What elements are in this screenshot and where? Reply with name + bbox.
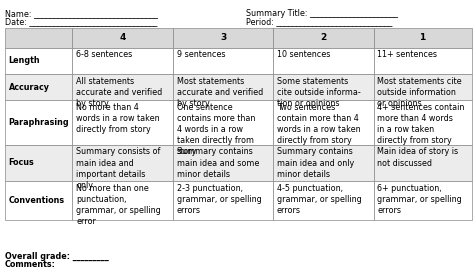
Text: 2-3 punctuation,
grammar, or spelling
errors: 2-3 punctuation, grammar, or spelling er… [177,184,261,215]
Bar [374,48,472,74]
Text: 11+ sentences: 11+ sentences [377,50,438,59]
Bar [374,74,472,100]
Text: Some statements
cite outside informa-
tion or opinions: Some statements cite outside informa- ti… [277,77,361,108]
Bar [374,100,472,145]
Bar [173,48,273,74]
Text: 10 sentences: 10 sentences [277,50,330,59]
Text: Paraphrasing: Paraphrasing [9,118,69,127]
Bar [173,74,273,100]
Text: No more than one
punctuation,
grammar, or spelling
error: No more than one punctuation, grammar, o… [76,184,161,226]
Text: Date: ________________________________: Date: ________________________________ [5,17,157,26]
Text: Most statements
accurate and verified
by story: Most statements accurate and verified by… [177,77,263,108]
Text: 4: 4 [119,33,126,43]
Text: No more than 4
words in a row taken
directly from story: No more than 4 words in a row taken dire… [76,103,160,134]
Bar [273,145,374,181]
Text: Summary Title: ______________________: Summary Title: ______________________ [246,9,399,18]
Bar [273,48,374,74]
Text: 1: 1 [419,33,426,43]
Text: Name: _______________________________: Name: _______________________________ [5,9,158,18]
Bar [5,74,73,100]
Text: 4+ sentences contain
more than 4 words
in a row taken
directly from story: 4+ sentences contain more than 4 words i… [377,103,465,145]
Bar [273,181,374,220]
Bar [5,145,73,181]
Bar [5,181,73,220]
Text: 6-8 sentences: 6-8 sentences [76,50,132,59]
Text: Conventions: Conventions [9,196,64,205]
Text: Length: Length [9,56,40,65]
Text: Summary consists of
main idea and
important details
only: Summary consists of main idea and import… [76,147,161,190]
Bar [73,48,173,74]
Text: Comments:: Comments: [5,260,55,269]
Text: 2: 2 [320,33,327,43]
Bar [173,100,273,145]
Text: 9 sentences: 9 sentences [177,50,225,59]
Bar [273,74,374,100]
Text: Period: _____________________________: Period: _____________________________ [246,17,393,26]
Bar [374,181,472,220]
Bar [273,100,374,145]
Bar [374,28,472,48]
Text: 3: 3 [220,33,226,43]
Text: Accuracy: Accuracy [9,83,49,92]
Bar [73,28,173,48]
Bar [73,181,173,220]
Bar [173,28,273,48]
Bar [173,145,273,181]
Text: Summary contains
main idea and some
minor details: Summary contains main idea and some mino… [177,147,259,179]
Bar [73,74,173,100]
Bar [5,28,73,48]
Text: One sentence
contains more than
4 words in a row
taken directly from
story: One sentence contains more than 4 words … [177,103,255,157]
Text: Two sentences
contain more than 4
words in a row taken
directly from story: Two sentences contain more than 4 words … [277,103,361,145]
Text: 6+ punctuation,
grammar, or spelling
errors: 6+ punctuation, grammar, or spelling err… [377,184,462,215]
Text: Focus: Focus [9,158,34,167]
Text: Main idea of story is
not discussed: Main idea of story is not discussed [377,147,458,168]
Text: Summary contains
main idea and only
minor details: Summary contains main idea and only mino… [277,147,354,179]
Text: 4-5 punctuation,
grammar, or spelling
errors: 4-5 punctuation, grammar, or spelling er… [277,184,362,215]
Bar [5,100,73,145]
Text: All statements
accurate and verified
by story: All statements accurate and verified by … [76,77,163,108]
Text: Overall grade: _________: Overall grade: _________ [5,252,109,261]
Bar [173,181,273,220]
Bar [273,28,374,48]
Bar [374,145,472,181]
Bar [73,100,173,145]
Bar [5,48,73,74]
Bar [73,145,173,181]
Text: Most statements cite
outside information
or opinions: Most statements cite outside information… [377,77,462,108]
